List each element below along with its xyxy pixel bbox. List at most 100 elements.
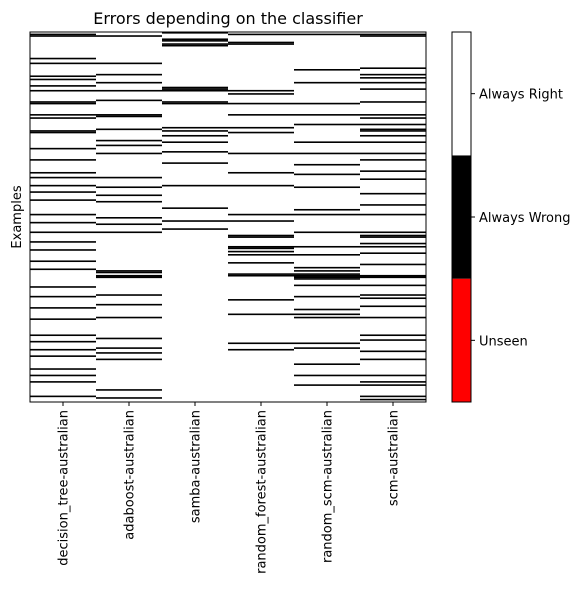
y-axis-label: Examples (10, 185, 25, 248)
heatmap-cell (30, 268, 96, 271)
heatmap-cell (360, 204, 426, 206)
heatmap-cell (360, 381, 426, 383)
heatmap-cell (360, 178, 426, 180)
heatmap-cell (360, 305, 426, 308)
heatmap-cell (96, 200, 162, 203)
heatmap-cell (96, 81, 162, 84)
heatmap-cell (162, 32, 228, 34)
heatmap-cell (228, 247, 294, 250)
heatmap-cell (360, 276, 426, 279)
heatmap-cell (96, 186, 162, 189)
heatmap-cell (294, 163, 360, 166)
heatmap-cell (360, 395, 426, 398)
heatmap-cell (162, 89, 228, 92)
heatmap-cell (96, 62, 162, 65)
heatmap-cell (30, 260, 96, 263)
x-tick-label: random_scm-australian (321, 410, 336, 563)
heatmap-cell (294, 152, 360, 155)
heatmap-cell (294, 266, 360, 269)
chart-title: Errors depending on the classifier (93, 9, 363, 28)
heatmap-cell (228, 171, 294, 174)
heatmap-cell (294, 284, 360, 287)
heatmap-cell (360, 77, 426, 79)
colorbar-segment (452, 155, 471, 279)
heatmap-cell (360, 141, 426, 143)
heatmap-cell (162, 40, 228, 42)
heatmap-cell (294, 69, 360, 71)
heatmap-cell (228, 126, 294, 129)
heatmap-cell (294, 33, 360, 36)
heatmap-cell (360, 252, 426, 254)
heatmap-cell (360, 101, 426, 103)
heatmap-cell (30, 307, 96, 309)
heatmap-cell (360, 236, 426, 238)
heatmap-cell (30, 131, 96, 134)
heatmap-cell (294, 254, 360, 256)
heatmap-cell (294, 141, 360, 143)
heatmap-cell (96, 352, 162, 354)
heatmap-cell (228, 273, 294, 275)
heatmap-cell (360, 231, 426, 234)
heatmap-cell (96, 152, 162, 155)
heatmap-cell (30, 286, 96, 288)
heatmap-cell (294, 363, 360, 365)
heatmap-cell (360, 134, 426, 137)
heatmap-cell (30, 35, 96, 37)
heatmap-cell (294, 274, 360, 277)
heatmap-cell (360, 398, 426, 401)
heatmap-cell (360, 274, 426, 277)
heatmap-cell (96, 274, 162, 277)
heatmap-cell (162, 134, 228, 137)
heatmap-cell (228, 102, 294, 105)
heatmap-cell (30, 191, 96, 193)
heatmap-cell (360, 159, 426, 161)
heatmap-cell (30, 75, 96, 78)
heatmap-cell (228, 250, 294, 253)
heatmap-cell (96, 176, 162, 179)
heatmap-cell (30, 348, 96, 351)
heatmap-cell (228, 262, 294, 264)
heatmap-cell (360, 123, 426, 126)
heatmap-cell (162, 86, 228, 89)
heatmap-cell (360, 374, 426, 377)
heatmap-cell (30, 57, 96, 60)
heatmap-cell (30, 184, 96, 187)
heatmap-cell (30, 117, 96, 119)
heatmap-cell (228, 152, 294, 155)
heatmap-cell (96, 35, 162, 37)
heatmap-cell (96, 99, 162, 102)
heatmap-cell (162, 126, 228, 129)
heatmap-cell (30, 318, 96, 320)
heatmap-cell (228, 131, 294, 134)
heatmap-cell (228, 93, 294, 95)
heatmap-cell (294, 81, 360, 84)
heatmap-cell (96, 397, 162, 399)
heatmap-cell (294, 342, 360, 345)
heatmap-cell (162, 101, 228, 103)
heatmap-cell (228, 313, 294, 316)
heatmap-cell (294, 213, 360, 216)
heatmap-cell (294, 114, 360, 116)
heatmap-cell (30, 199, 96, 201)
heatmap-cell (360, 67, 426, 69)
heatmap-cell (30, 374, 96, 377)
heatmap-cell (30, 368, 96, 370)
heatmap-cell (96, 144, 162, 147)
heatmap-cell (30, 381, 96, 383)
heatmap-cell (294, 102, 360, 105)
heatmap-cell (360, 284, 426, 287)
heatmap-cell (96, 294, 162, 296)
x-tick-label: scm-australian (387, 410, 402, 506)
heatmap-cell (360, 73, 426, 76)
heatmap-cell (162, 207, 228, 209)
heatmap-cell (162, 220, 228, 222)
heatmap-cell (30, 395, 96, 398)
heatmap-cell (294, 245, 360, 248)
heatmap-cell (30, 62, 96, 65)
heatmap-cell (96, 271, 162, 274)
heatmap-cell (162, 43, 228, 45)
heatmap-cell (294, 278, 360, 280)
heatmap-cell (360, 117, 426, 119)
heatmap-cell (30, 33, 96, 36)
